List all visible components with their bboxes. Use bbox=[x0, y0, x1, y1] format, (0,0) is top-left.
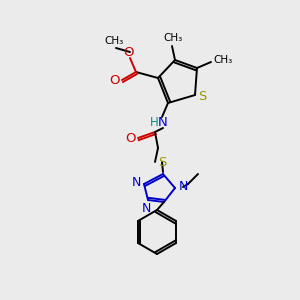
Text: S: S bbox=[158, 155, 166, 169]
Text: O: O bbox=[123, 46, 133, 59]
Text: O: O bbox=[126, 131, 136, 145]
Text: CH₃: CH₃ bbox=[213, 55, 232, 65]
Text: S: S bbox=[198, 89, 206, 103]
Text: N: N bbox=[158, 116, 168, 128]
Text: N: N bbox=[178, 181, 188, 194]
Text: H: H bbox=[150, 116, 158, 128]
Text: CH₃: CH₃ bbox=[104, 36, 124, 46]
Text: N: N bbox=[141, 202, 151, 214]
Text: O: O bbox=[110, 74, 120, 88]
Text: CH₃: CH₃ bbox=[164, 33, 183, 43]
Text: N: N bbox=[131, 176, 141, 190]
